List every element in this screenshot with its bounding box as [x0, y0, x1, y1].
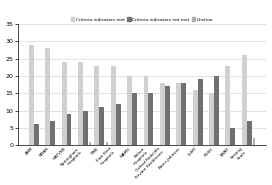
- Bar: [176, 83, 181, 145]
- Bar: [242, 55, 247, 145]
- Bar: [198, 79, 203, 145]
- Bar: [67, 114, 72, 145]
- Bar: [34, 125, 39, 145]
- Bar: [149, 93, 153, 145]
- Bar: [45, 48, 50, 145]
- Bar: [247, 121, 252, 145]
- Bar: [165, 86, 170, 145]
- Bar: [214, 76, 219, 145]
- Bar: [99, 107, 104, 145]
- Bar: [160, 83, 165, 145]
- Bar: [209, 93, 214, 145]
- Bar: [29, 45, 34, 145]
- Legend: Criteria indicators met, Criteria indicators not met, Unclear: Criteria indicators met, Criteria indica…: [70, 16, 214, 22]
- Bar: [89, 142, 91, 145]
- Bar: [106, 142, 108, 145]
- Bar: [193, 90, 198, 145]
- Bar: [62, 62, 67, 145]
- Bar: [83, 111, 88, 145]
- Bar: [78, 62, 83, 145]
- Bar: [116, 104, 121, 145]
- Bar: [181, 83, 186, 145]
- Bar: [253, 138, 255, 145]
- Bar: [127, 76, 132, 145]
- Bar: [144, 76, 149, 145]
- Bar: [94, 65, 99, 145]
- Bar: [132, 93, 137, 145]
- Bar: [230, 128, 235, 145]
- Bar: [111, 65, 116, 145]
- Bar: [50, 121, 55, 145]
- Bar: [225, 65, 230, 145]
